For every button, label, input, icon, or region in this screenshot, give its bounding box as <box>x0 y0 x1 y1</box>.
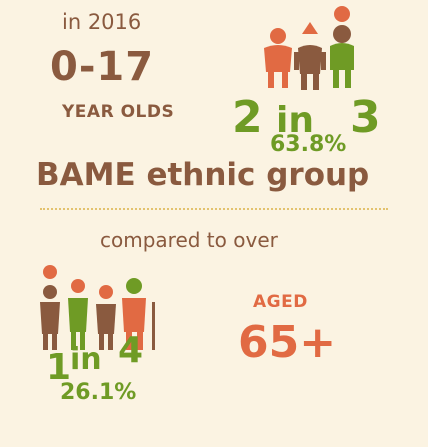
age-threshold: 65+ <box>238 317 337 368</box>
age-range: 0-17 <box>50 44 155 90</box>
bame-percentage: 63.8% <box>270 132 347 157</box>
elderly-ratio-denominator: 4 <box>118 330 144 371</box>
elderly-percentage: 26.1% <box>60 380 137 405</box>
person-4-icon <box>122 278 155 350</box>
child-middle-icon <box>294 22 326 90</box>
family-of-three-icon <box>264 6 354 90</box>
bame-ratio-denominator: 3 <box>350 92 381 143</box>
person-3-icon <box>96 285 116 350</box>
bame-ratio-numerator: 2 <box>232 92 263 143</box>
aged-label: AGED <box>253 292 308 312</box>
bame-caption: BAME ethnic group <box>36 157 370 193</box>
child-left-icon <box>264 28 292 88</box>
elderly-ratio-word: in <box>70 342 102 377</box>
person-1-icon <box>40 265 60 350</box>
elderly-ratio-numerator: 1 <box>46 347 72 388</box>
child-right-icon <box>330 6 354 88</box>
age-group-label: YEAR OLDS <box>62 102 175 122</box>
bame-ratio-word: in <box>276 100 314 141</box>
comparison-caption: compared to over <box>100 228 278 252</box>
group-of-four-icon <box>40 265 155 350</box>
person-2-icon <box>68 279 88 350</box>
dotted-divider <box>40 208 388 210</box>
year-text: in 2016 <box>62 10 142 34</box>
